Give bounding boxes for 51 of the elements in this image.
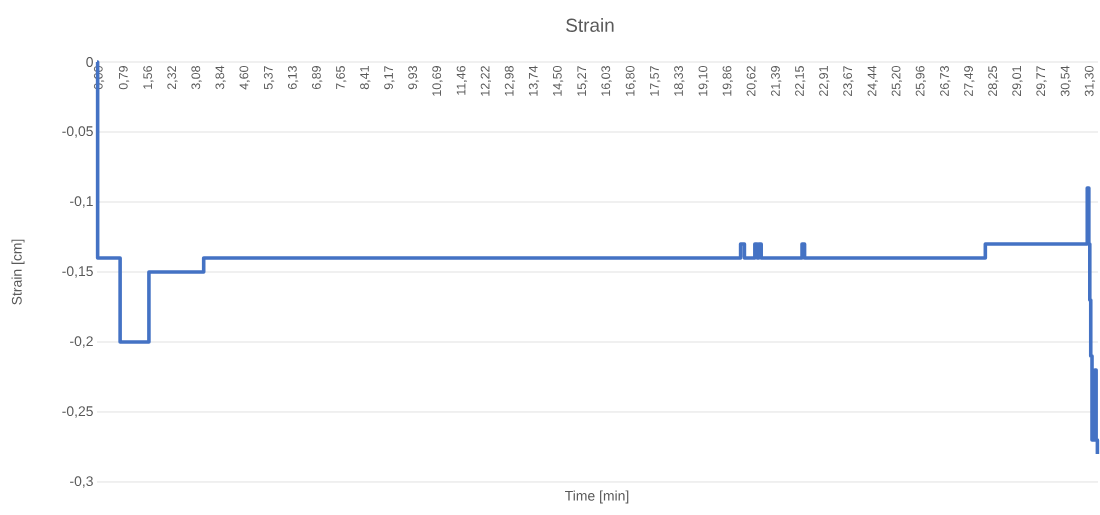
x-tick-label: 29,77 — [1036, 66, 1047, 97]
x-tick-label: 19,86 — [722, 66, 733, 96]
x-tick-label: 1,56 — [143, 66, 154, 89]
x-tick-label: 0,79 — [118, 66, 130, 90]
x-tick-label: 9,17 — [384, 66, 395, 90]
x-tick-label: 23,67 — [843, 66, 854, 97]
y-tick-label: -0,2 — [70, 336, 93, 348]
y-tick-label: -0,15 — [62, 266, 93, 278]
x-tick-label: 3,08 — [191, 66, 202, 90]
x-tick-label: 25,20 — [891, 66, 902, 97]
y-tick-label: -0,25 — [62, 406, 93, 418]
x-tick-label: 3,84 — [215, 65, 226, 90]
x-axis-title: Time [min] — [565, 490, 629, 504]
x-tick-label: 31,30 — [1084, 66, 1096, 97]
x-tick-label: 8,41 — [360, 66, 371, 90]
x-tick-label: 11,46 — [456, 66, 467, 95]
x-tick-label: 19,10 — [698, 66, 709, 96]
y-tick-label: -0,05 — [62, 126, 93, 138]
x-tick-label: 9,93 — [408, 66, 419, 90]
x-tick-label: 12,22 — [480, 66, 492, 96]
x-tick-label: 30,54 — [1060, 65, 1071, 97]
y-axis-title: Strain [cm] — [11, 239, 25, 305]
x-tick-label: 14,50 — [552, 66, 564, 96]
x-tick-label: 16,03 — [601, 66, 612, 96]
x-tick-label: 6,13 — [287, 66, 299, 90]
x-tick-label: 22,91 — [819, 66, 830, 97]
x-tick-label: 6,89 — [312, 66, 323, 90]
x-tick-label: 27,49 — [964, 66, 975, 97]
y-tick-label: 0 — [86, 57, 93, 67]
x-tick-label: 16,80 — [625, 66, 637, 96]
x-tick-label: 10,69 — [432, 66, 443, 96]
x-tick-label: 4,60 — [239, 66, 250, 90]
y-tick-label: -0,1 — [70, 196, 93, 208]
x-tick-label: 13,74 — [528, 65, 540, 96]
x-tick-label: 15,27 — [577, 66, 588, 96]
x-tick-label: 26,73 — [940, 66, 951, 97]
x-tick-label: 20,62 — [746, 66, 757, 97]
x-tick-label: 29,01 — [1012, 66, 1023, 97]
x-tick-label: 2,32 — [167, 66, 178, 90]
y-tick-label: -0,3 — [70, 476, 93, 488]
x-tick-label: 12,98 — [504, 66, 516, 96]
x-tick-label: 18,33 — [674, 66, 685, 96]
x-tick-label: 28,25 — [988, 66, 999, 97]
x-tick-label: 21,39 — [771, 66, 782, 97]
x-tick-label: 17,57 — [650, 66, 661, 96]
x-tick-label: 22,15 — [795, 66, 806, 97]
chart-title: Strain — [566, 18, 614, 32]
x-tick-label: 5,37 — [263, 66, 275, 90]
x-tick-label: 25,96 — [915, 66, 926, 97]
x-tick-label: 24,44 — [867, 65, 878, 97]
x-tick-label: 7,65 — [336, 66, 347, 90]
